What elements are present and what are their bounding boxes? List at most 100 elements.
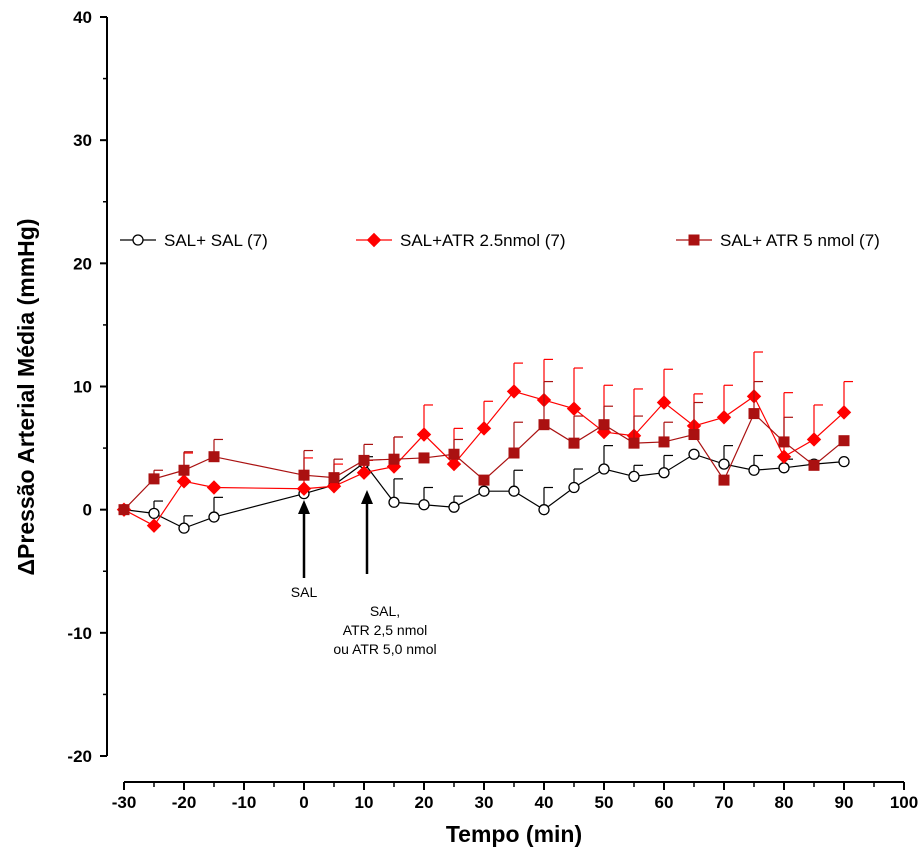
annotation-label: SAL xyxy=(291,584,318,600)
series-2 xyxy=(116,351,853,533)
data-point xyxy=(776,449,792,464)
x-tick-label: 60 xyxy=(655,793,674,812)
y-tick-label: 20 xyxy=(73,254,92,273)
data-point xyxy=(808,459,820,471)
legend-item-2: SAL+ATR 2.5nmol (7) xyxy=(356,231,566,250)
data-point xyxy=(718,458,730,470)
x-axis-title: Tempo (min) xyxy=(446,821,582,847)
data-point xyxy=(446,456,462,472)
data-point xyxy=(388,496,400,508)
legend-marker xyxy=(366,232,382,248)
data-point xyxy=(628,437,640,449)
data-point xyxy=(658,436,670,448)
legend-marker xyxy=(688,234,700,246)
annotation-arrow-head xyxy=(298,500,310,514)
data-point xyxy=(448,448,460,460)
x-tick-label: 100 xyxy=(890,793,918,812)
legend-item-1: SAL+ SAL (7) xyxy=(120,231,268,250)
y-tick-label: 10 xyxy=(73,378,92,397)
annotation-label: ou ATR 5,0 nmol xyxy=(333,641,436,657)
series-1 xyxy=(118,445,850,534)
legend-item-3: SAL+ ATR 5 nmol (7) xyxy=(676,231,880,250)
data-point xyxy=(508,447,520,459)
data-point xyxy=(628,470,640,483)
data-point xyxy=(478,485,490,497)
data-point xyxy=(476,421,492,436)
x-tick-label: 50 xyxy=(595,793,614,812)
series-3 xyxy=(118,380,850,516)
data-point xyxy=(778,436,790,448)
legend-label: SAL+ ATR 5 nmol (7) xyxy=(720,231,880,250)
data-point xyxy=(178,522,190,534)
data-point xyxy=(298,469,310,481)
x-tick-label: 80 xyxy=(775,793,794,812)
legend: SAL+ SAL (7) SAL+ATR 2.5nmol (7) SAL+ ATR … xyxy=(120,231,880,250)
data-point xyxy=(358,454,370,466)
data-point xyxy=(688,429,700,441)
data-point xyxy=(718,474,730,486)
x-tick-label: -10 xyxy=(232,793,257,812)
data-point xyxy=(836,405,852,420)
data-point xyxy=(448,501,460,513)
x-tick-label: 20 xyxy=(415,793,434,812)
y-axis-title: ΔPressão Arterial Média (mmHg) xyxy=(13,219,39,576)
y-tick-label: -20 xyxy=(67,747,92,766)
x-tick-label: 90 xyxy=(835,793,854,812)
annotation-label: ATR 2,5 nmol xyxy=(343,622,428,638)
x-tick-label: 0 xyxy=(299,793,308,812)
data-point xyxy=(148,507,160,520)
data-point xyxy=(418,452,430,464)
data-point xyxy=(206,480,222,495)
data-point xyxy=(806,432,822,447)
data-point xyxy=(478,474,490,486)
annotation-layer: SAL SAL, ATR 2,5 nmol ou ATR 5,0 nmol xyxy=(291,490,437,657)
data-point xyxy=(568,437,580,449)
data-point xyxy=(658,467,670,479)
axes: -20 -10 0 10 20 30 40 -30 -20 -10 0 10 20 30 40 50 60 70 8… xyxy=(67,8,918,812)
data-point xyxy=(146,518,162,533)
data-point xyxy=(656,395,672,410)
data-point xyxy=(598,463,610,475)
x-tick-label: -30 xyxy=(112,793,137,812)
data-point xyxy=(778,462,790,474)
data-point xyxy=(176,474,192,489)
data-point xyxy=(208,511,220,523)
legend-label: SAL+ATR 2.5nmol (7) xyxy=(400,231,566,250)
annotation-2: SAL, ATR 2,5 nmol ou ATR 5,0 nmol xyxy=(333,490,437,657)
series-layer xyxy=(116,351,853,534)
data-point xyxy=(208,451,220,463)
data-point xyxy=(418,499,430,511)
data-point xyxy=(748,408,760,420)
legend-marker xyxy=(132,234,144,246)
x-tick-label: -20 xyxy=(172,793,197,812)
data-point xyxy=(118,504,130,516)
annotation-1: SAL xyxy=(291,500,318,600)
data-point xyxy=(598,419,610,431)
data-point xyxy=(838,455,850,468)
y-tick-label: 40 xyxy=(73,8,92,27)
data-point xyxy=(538,419,550,431)
data-point xyxy=(568,481,580,494)
data-point xyxy=(716,410,732,425)
data-point xyxy=(328,472,340,484)
data-point xyxy=(538,504,550,516)
x-tick-label: 10 xyxy=(355,793,374,812)
y-tick-label: 0 xyxy=(83,501,92,520)
x-tick-label: 70 xyxy=(715,793,734,812)
x-tick-label: 40 xyxy=(535,793,554,812)
data-point xyxy=(356,465,372,480)
data-point xyxy=(688,448,700,460)
annotation-arrow-head xyxy=(361,490,373,504)
data-point xyxy=(296,481,312,496)
data-point xyxy=(388,453,400,465)
x-tick-label: 30 xyxy=(475,793,494,812)
data-point xyxy=(506,384,522,399)
legend-label: SAL+ SAL (7) xyxy=(164,231,268,250)
annotation-label: SAL, xyxy=(370,603,400,619)
data-point xyxy=(566,401,582,416)
data-point xyxy=(838,435,850,447)
data-point xyxy=(416,427,432,442)
y-tick-label: -10 xyxy=(67,624,92,643)
data-point xyxy=(748,464,760,476)
